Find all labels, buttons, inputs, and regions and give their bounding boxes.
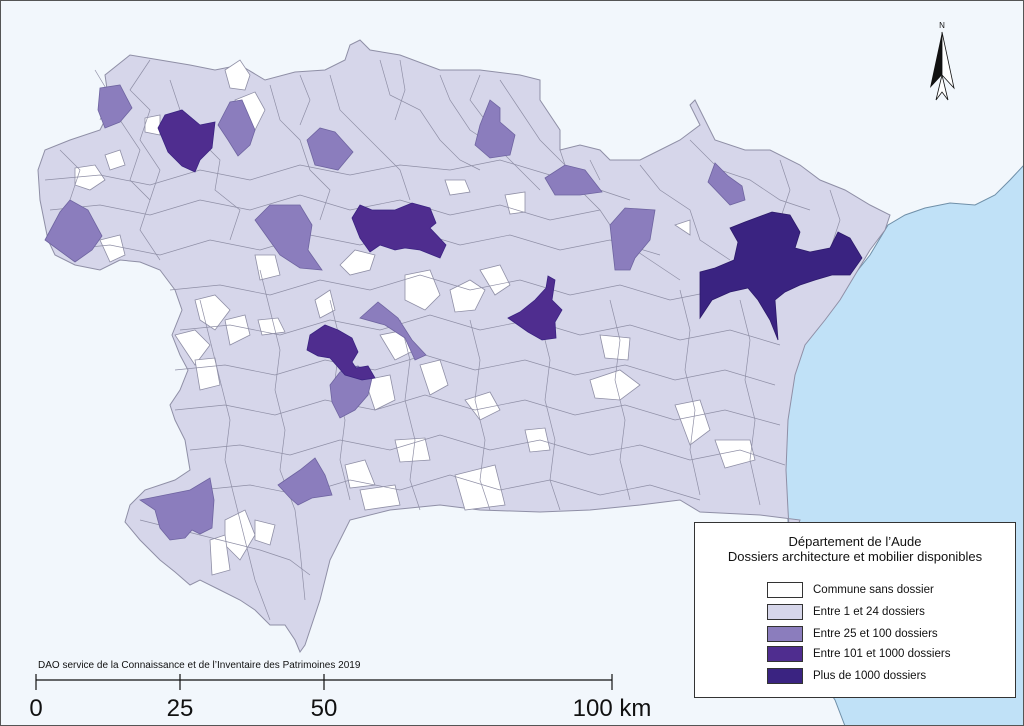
legend-swatch bbox=[767, 604, 803, 620]
commune-25-100 bbox=[544, 164, 603, 196]
commune-borders bbox=[44, 59, 841, 621]
legend-item-1-24: Entre 1 et 24 dossiers bbox=[767, 603, 925, 621]
communes-25-100 bbox=[44, 84, 746, 541]
scale-label-0: 0 bbox=[29, 695, 43, 722]
commune-white bbox=[224, 314, 251, 346]
commune-25-100 bbox=[474, 99, 516, 159]
commune-white bbox=[449, 279, 486, 313]
commune-white bbox=[257, 317, 286, 336]
north-label: N bbox=[939, 21, 945, 30]
legend-label: Entre 25 et 100 dossiers bbox=[813, 628, 938, 640]
commune-white bbox=[99, 234, 126, 263]
commune-101-1000 bbox=[507, 275, 563, 341]
department-aude bbox=[37, 39, 891, 654]
scale-label-100km: 100 km bbox=[572, 695, 652, 722]
commune-white bbox=[364, 374, 396, 411]
commune-white bbox=[339, 249, 376, 276]
commune-white bbox=[599, 334, 631, 361]
commune-101-1000 bbox=[306, 324, 376, 381]
commune-white bbox=[174, 329, 211, 366]
legend-item-over-1000: Plus de 1000 dossiers bbox=[767, 667, 926, 685]
commune-white bbox=[589, 369, 641, 401]
communes-no-dossier bbox=[74, 59, 756, 576]
commune-white bbox=[524, 427, 551, 453]
commune-25-100 bbox=[217, 99, 256, 157]
commune-25-100 bbox=[44, 199, 103, 263]
communes-over-1000 bbox=[699, 211, 863, 341]
commune-25-100 bbox=[97, 84, 133, 129]
commune-25-100 bbox=[707, 162, 746, 206]
commune-25-100 bbox=[254, 204, 323, 271]
legend-swatch bbox=[767, 668, 803, 684]
commune-white bbox=[194, 294, 231, 331]
commune-white bbox=[419, 359, 449, 396]
legend-subtitle: Dossiers architecture et mobilier dispon… bbox=[727, 549, 983, 564]
commune-white bbox=[479, 264, 511, 296]
commune-white bbox=[74, 164, 106, 191]
commune-25-100 bbox=[138, 477, 215, 541]
legend-label: Commune sans dossier bbox=[813, 584, 934, 596]
commune-101-1000 bbox=[351, 202, 447, 259]
commune-25-100 bbox=[609, 207, 656, 271]
communes-101-1000 bbox=[157, 109, 563, 381]
commune-white bbox=[404, 269, 441, 311]
commune-white bbox=[224, 59, 251, 91]
commune-white bbox=[714, 439, 756, 469]
north-arrow-tail bbox=[935, 74, 949, 101]
commune-white bbox=[464, 391, 501, 421]
scale-label-25: 25 bbox=[166, 695, 194, 722]
legend-swatch bbox=[767, 582, 803, 598]
legend-item-101-1000: Entre 101 et 1000 dossiers bbox=[767, 645, 950, 663]
legend-label: Entre 1 et 24 dossiers bbox=[813, 606, 925, 618]
legend-swatch bbox=[767, 626, 803, 642]
commune-over-1000 bbox=[699, 211, 863, 341]
commune-25-100 bbox=[277, 457, 333, 506]
legend-item-25-100: Entre 25 et 100 dossiers bbox=[767, 625, 938, 643]
credit-text: DAO service de la Connaissance et de l’I… bbox=[38, 660, 361, 671]
legend-title: Département de l’Aude bbox=[788, 534, 922, 549]
commune-white bbox=[674, 219, 691, 236]
commune-white bbox=[444, 179, 471, 196]
commune-white bbox=[254, 519, 276, 546]
map-legend: Département de l’Aude Dossiers architect… bbox=[694, 522, 1016, 698]
legend-swatch bbox=[767, 646, 803, 662]
legend-label: Plus de 1000 dossiers bbox=[813, 670, 927, 682]
commune-white bbox=[144, 114, 161, 136]
north-arrow: N bbox=[930, 21, 955, 101]
commune-white bbox=[314, 289, 336, 319]
scale-label-50: 50 bbox=[310, 695, 338, 722]
commune-25-100 bbox=[306, 127, 354, 171]
commune-25-100 bbox=[359, 301, 427, 361]
commune-white bbox=[209, 534, 231, 576]
scale-bar bbox=[35, 674, 613, 690]
commune-white bbox=[674, 399, 711, 446]
commune-white bbox=[104, 149, 126, 171]
legend-item-no-dossier: Commune sans dossier bbox=[767, 581, 934, 599]
commune-101-1000 bbox=[157, 109, 216, 173]
legend-label: Entre 101 et 1000 dossiers bbox=[813, 648, 951, 660]
north-arrow-half-light bbox=[941, 31, 955, 90]
